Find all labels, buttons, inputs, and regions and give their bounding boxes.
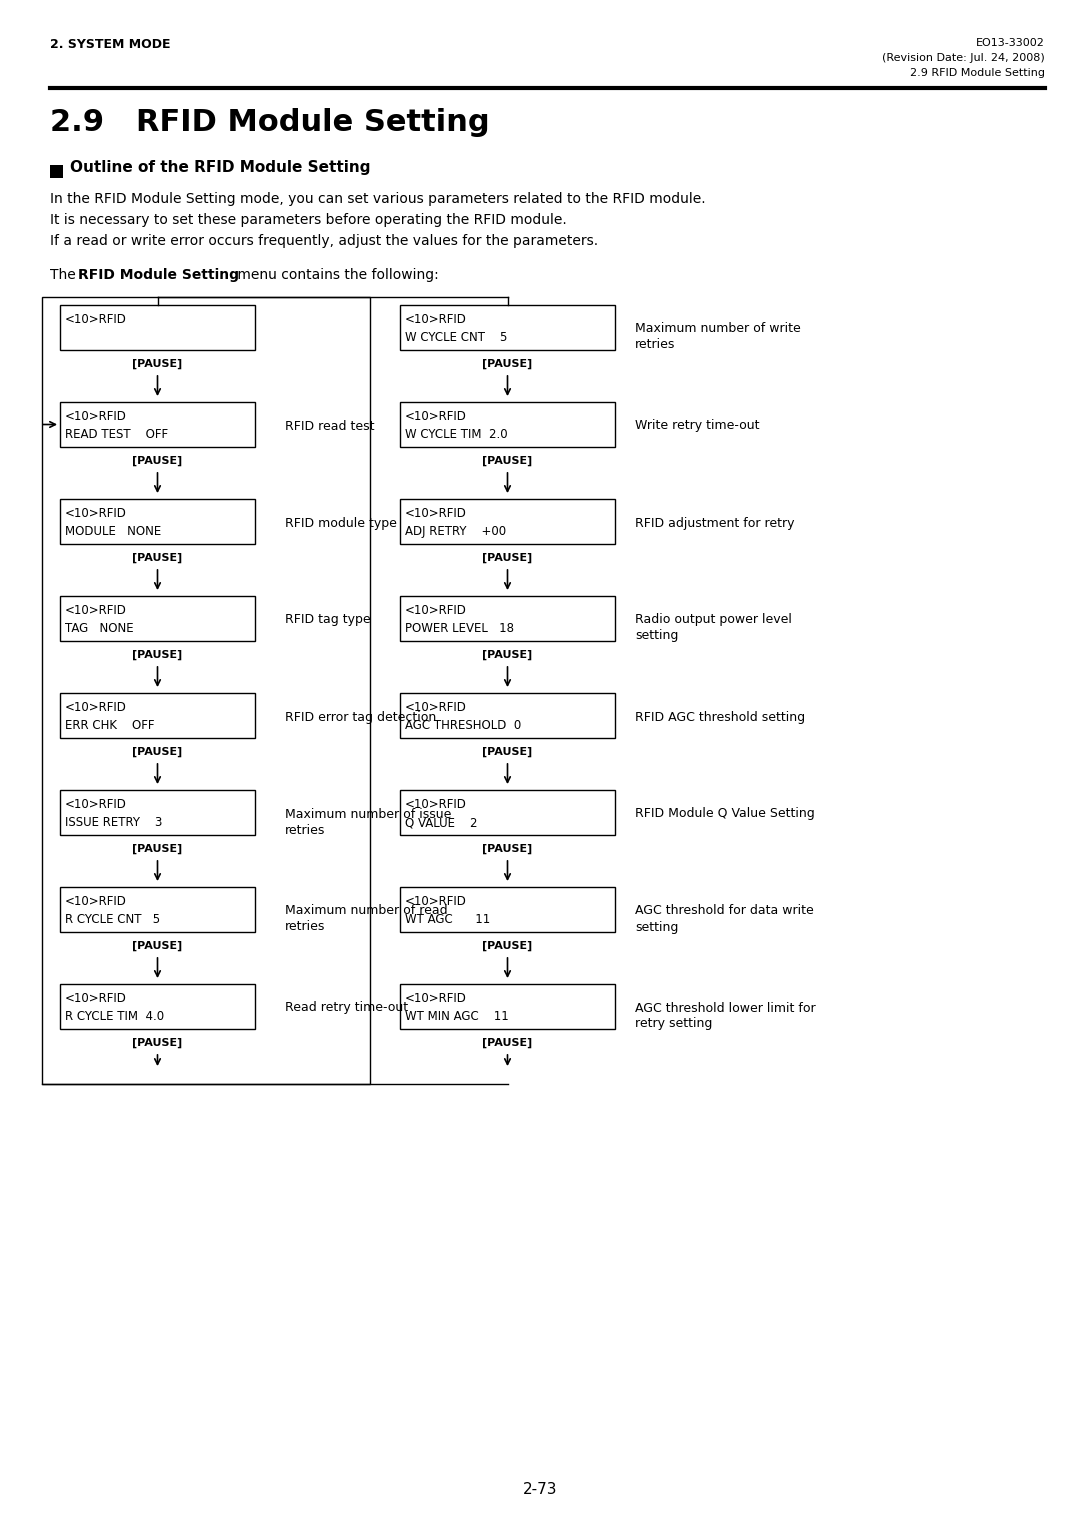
- Bar: [60, 790, 255, 834]
- Bar: [400, 694, 615, 738]
- Text: W CYCLE CNT    5: W CYCLE CNT 5: [405, 332, 508, 344]
- Bar: [50, 165, 63, 177]
- Text: <10>RFID: <10>RFID: [65, 798, 126, 811]
- Text: [PAUSE]: [PAUSE]: [133, 941, 183, 952]
- Text: <10>RFID: <10>RFID: [65, 507, 126, 520]
- Bar: [400, 596, 615, 642]
- Text: R CYCLE TIM  4.0: R CYCLE TIM 4.0: [65, 1010, 164, 1024]
- Text: <10>RFID: <10>RFID: [65, 604, 126, 617]
- Text: Maximum number of read: Maximum number of read: [285, 905, 447, 917]
- Text: RFID Module Setting: RFID Module Setting: [78, 267, 239, 283]
- Text: TAG   NONE: TAG NONE: [65, 622, 134, 636]
- Text: Write retry time-out: Write retry time-out: [635, 420, 759, 432]
- Text: (Revision Date: Jul. 24, 2008): (Revision Date: Jul. 24, 2008): [882, 53, 1045, 63]
- Text: AGC threshold lower limit for: AGC threshold lower limit for: [635, 1001, 815, 1015]
- Text: retries: retries: [285, 824, 325, 836]
- Bar: [400, 500, 615, 544]
- Text: [PAUSE]: [PAUSE]: [133, 649, 183, 660]
- Text: <10>RFID: <10>RFID: [65, 895, 126, 908]
- Text: 2.9   RFID Module Setting: 2.9 RFID Module Setting: [50, 108, 489, 138]
- Text: RFID Module Q Value Setting: RFID Module Q Value Setting: [635, 807, 814, 821]
- Text: The: The: [50, 267, 80, 283]
- Text: [PAUSE]: [PAUSE]: [483, 747, 532, 758]
- Bar: [60, 500, 255, 544]
- Text: Q VALUE    2: Q VALUE 2: [405, 816, 477, 830]
- Text: MODULE   NONE: MODULE NONE: [65, 526, 161, 538]
- Text: <10>RFID: <10>RFID: [405, 507, 467, 520]
- Text: <10>RFID: <10>RFID: [65, 992, 126, 1005]
- Text: <10>RFID: <10>RFID: [405, 895, 467, 908]
- Text: <10>RFID: <10>RFID: [65, 701, 126, 714]
- Text: [PAUSE]: [PAUSE]: [483, 553, 532, 564]
- Text: 2-73: 2-73: [523, 1482, 557, 1497]
- Text: RFID read test: RFID read test: [285, 420, 375, 432]
- Bar: [60, 596, 255, 642]
- Text: ADJ RETRY    +00: ADJ RETRY +00: [405, 526, 507, 538]
- Text: AGC threshold for data write: AGC threshold for data write: [635, 905, 813, 917]
- Text: retries: retries: [285, 920, 325, 934]
- Text: RFID tag type: RFID tag type: [285, 614, 370, 626]
- Text: <10>RFID: <10>RFID: [405, 410, 467, 423]
- Bar: [60, 984, 255, 1028]
- Bar: [60, 306, 255, 350]
- Text: setting: setting: [635, 920, 678, 934]
- Text: retry setting: retry setting: [635, 1018, 713, 1030]
- Bar: [42, 296, 370, 1083]
- Text: RFID module type: RFID module type: [285, 516, 396, 530]
- Text: [PAUSE]: [PAUSE]: [483, 843, 532, 854]
- Text: [PAUSE]: [PAUSE]: [133, 359, 183, 370]
- Text: RFID AGC threshold setting: RFID AGC threshold setting: [635, 711, 805, 723]
- Text: RFID adjustment for retry: RFID adjustment for retry: [635, 516, 795, 530]
- Text: <10>RFID: <10>RFID: [405, 701, 467, 714]
- Text: ISSUE RETRY    3: ISSUE RETRY 3: [65, 816, 162, 830]
- Text: [PAUSE]: [PAUSE]: [133, 747, 183, 758]
- Bar: [400, 790, 615, 834]
- Text: <10>RFID: <10>RFID: [65, 410, 126, 423]
- Text: It is necessary to set these parameters before operating the RFID module.: It is necessary to set these parameters …: [50, 212, 567, 228]
- Text: Radio output power level: Radio output power level: [635, 614, 792, 626]
- Text: RFID error tag detection: RFID error tag detection: [285, 711, 436, 723]
- Bar: [400, 402, 615, 448]
- Text: [PAUSE]: [PAUSE]: [483, 1038, 532, 1048]
- Bar: [60, 886, 255, 932]
- Text: [PAUSE]: [PAUSE]: [133, 455, 183, 466]
- Text: retries: retries: [635, 339, 675, 351]
- Text: setting: setting: [635, 630, 678, 642]
- Bar: [400, 886, 615, 932]
- Text: <10>RFID: <10>RFID: [405, 798, 467, 811]
- Text: W CYCLE TIM  2.0: W CYCLE TIM 2.0: [405, 428, 508, 442]
- Text: menu contains the following:: menu contains the following:: [233, 267, 438, 283]
- Text: 2.9 RFID Module Setting: 2.9 RFID Module Setting: [910, 69, 1045, 78]
- Bar: [60, 694, 255, 738]
- Text: <10>RFID: <10>RFID: [405, 992, 467, 1005]
- Text: If a read or write error occurs frequently, adjust the values for the parameters: If a read or write error occurs frequent…: [50, 234, 598, 248]
- Text: [PAUSE]: [PAUSE]: [133, 843, 183, 854]
- Text: In the RFID Module Setting mode, you can set various parameters related to the R: In the RFID Module Setting mode, you can…: [50, 193, 705, 206]
- Text: <10>RFID: <10>RFID: [405, 604, 467, 617]
- Text: [PAUSE]: [PAUSE]: [483, 359, 532, 370]
- Text: Read retry time-out: Read retry time-out: [285, 1001, 408, 1015]
- Text: WT AGC      11: WT AGC 11: [405, 914, 490, 926]
- Text: EO13-33002: EO13-33002: [976, 38, 1045, 47]
- Text: READ TEST    OFF: READ TEST OFF: [65, 428, 168, 442]
- Text: ERR CHK    OFF: ERR CHK OFF: [65, 720, 154, 732]
- Text: POWER LEVEL   18: POWER LEVEL 18: [405, 622, 514, 636]
- Text: AGC THRESHOLD  0: AGC THRESHOLD 0: [405, 720, 522, 732]
- Text: [PAUSE]: [PAUSE]: [483, 649, 532, 660]
- Text: <10>RFID: <10>RFID: [65, 313, 126, 325]
- Bar: [400, 984, 615, 1028]
- Text: [PAUSE]: [PAUSE]: [483, 941, 532, 952]
- Text: Outline of the RFID Module Setting: Outline of the RFID Module Setting: [70, 160, 370, 176]
- Text: Maximum number of issue: Maximum number of issue: [285, 807, 451, 821]
- Text: [PAUSE]: [PAUSE]: [133, 1038, 183, 1048]
- Text: [PAUSE]: [PAUSE]: [483, 455, 532, 466]
- Text: [PAUSE]: [PAUSE]: [133, 553, 183, 564]
- Text: R CYCLE CNT   5: R CYCLE CNT 5: [65, 914, 160, 926]
- Bar: [60, 402, 255, 448]
- Text: <10>RFID: <10>RFID: [405, 313, 467, 325]
- Text: Maximum number of write: Maximum number of write: [635, 322, 800, 336]
- Bar: [400, 306, 615, 350]
- Text: WT MIN AGC    11: WT MIN AGC 11: [405, 1010, 509, 1024]
- Text: 2. SYSTEM MODE: 2. SYSTEM MODE: [50, 38, 171, 50]
